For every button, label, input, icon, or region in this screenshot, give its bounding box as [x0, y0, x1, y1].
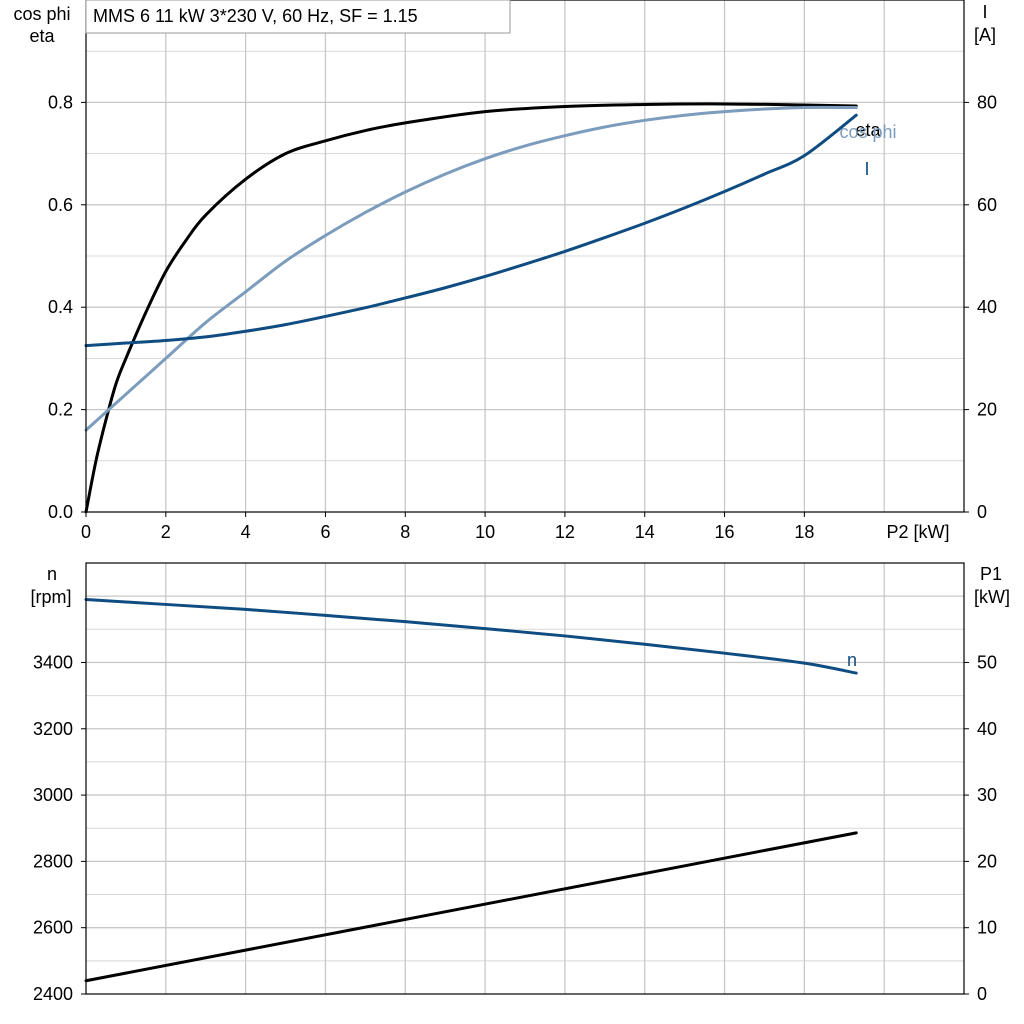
bottom-plot-frame — [85, 562, 965, 995]
x-tick-label: 4 — [241, 522, 251, 542]
x-tick-label: 10 — [475, 522, 495, 542]
top-curves — [84, 102, 858, 514]
series-label-eta: eta — [855, 120, 881, 140]
series-label-current: I — [864, 159, 869, 179]
top-minor-grid — [86, 50, 964, 462]
curve-p1 — [84, 831, 858, 983]
bottom-right-axis-label-2: [kW] — [974, 587, 1010, 607]
x-tick-label: 0 — [81, 522, 91, 542]
x-tick-label: 6 — [320, 522, 330, 542]
left-tick-label: 0.0 — [48, 502, 73, 522]
left-tick-label: 3000 — [33, 785, 73, 805]
curve-cos-phi — [84, 105, 858, 432]
bottom-right-axis-label-1: P1 — [980, 564, 1002, 584]
bottom-left-axis-label-1: n — [47, 564, 57, 584]
x-tick-label: 16 — [715, 522, 735, 542]
chart-title-box — [85, 0, 511, 34]
bottom-left-axis-label-2: [rpm] — [30, 587, 71, 607]
left-tick-label: 2600 — [33, 918, 73, 938]
left-tick-label: 3200 — [33, 719, 73, 739]
left-tick-label: 3400 — [33, 652, 73, 672]
curve-n — [84, 597, 858, 675]
curve-eta — [84, 102, 858, 514]
bottom-tick-labels: 2400 2600 2800 3000 3200 3400 0 10 20 30 40 50 — [33, 652, 997, 1004]
curve-i — [84, 113, 858, 348]
x-axis-label: P2 [kW] — [886, 522, 949, 542]
right-tick-label: 0 — [977, 984, 987, 1004]
top-plot-frame — [85, 0, 965, 513]
series-label-speed: n — [847, 650, 857, 670]
top-right-axis-label-2: [A] — [974, 25, 996, 45]
right-tick-label: 80 — [977, 92, 997, 112]
chart-title: MMS 6 11 kW 3*230 V, 60 Hz, SF = 1.15 — [93, 6, 418, 26]
left-tick-label: 2400 — [33, 984, 73, 1004]
right-tick-label: 50 — [977, 652, 997, 672]
x-tick-label: 18 — [794, 522, 814, 542]
right-tick-label: 10 — [977, 918, 997, 938]
top-tick-labels: 0.0 0.2 0.4 0.6 0.8 0 20 40 60 80 0 2 4 6 8 10 12 14 16 18 — [48, 92, 997, 542]
right-tick-label: 20 — [977, 400, 997, 420]
right-tick-label: 0 — [977, 502, 987, 522]
right-tick-label: 30 — [977, 785, 997, 805]
top-right-axis-label-1: I — [982, 2, 987, 22]
top-major-grid — [86, 0, 964, 512]
bottom-major-grid — [86, 563, 964, 994]
right-tick-label: 20 — [977, 851, 997, 871]
x-tick-label: 12 — [555, 522, 575, 542]
bottom-curves — [84, 597, 858, 983]
x-tick-label: 14 — [635, 522, 655, 542]
x-tick-label: 8 — [400, 522, 410, 542]
top-left-axis-label-2: eta — [29, 26, 55, 46]
left-tick-label: 0.2 — [48, 400, 73, 420]
bottom-minor-grid — [86, 628, 964, 962]
top-left-axis-label-1: cos phi — [13, 4, 70, 24]
x-tick-label: 2 — [161, 522, 171, 542]
right-tick-label: 60 — [977, 195, 997, 215]
right-tick-label: 40 — [977, 719, 997, 739]
left-tick-label: 2800 — [33, 851, 73, 871]
left-tick-label: 0.8 — [48, 92, 73, 112]
left-tick-label: 0.6 — [48, 195, 73, 215]
series-label-cosphi: cos phi — [839, 122, 896, 142]
right-tick-label: 40 — [977, 297, 997, 317]
left-tick-label: 0.4 — [48, 297, 73, 317]
